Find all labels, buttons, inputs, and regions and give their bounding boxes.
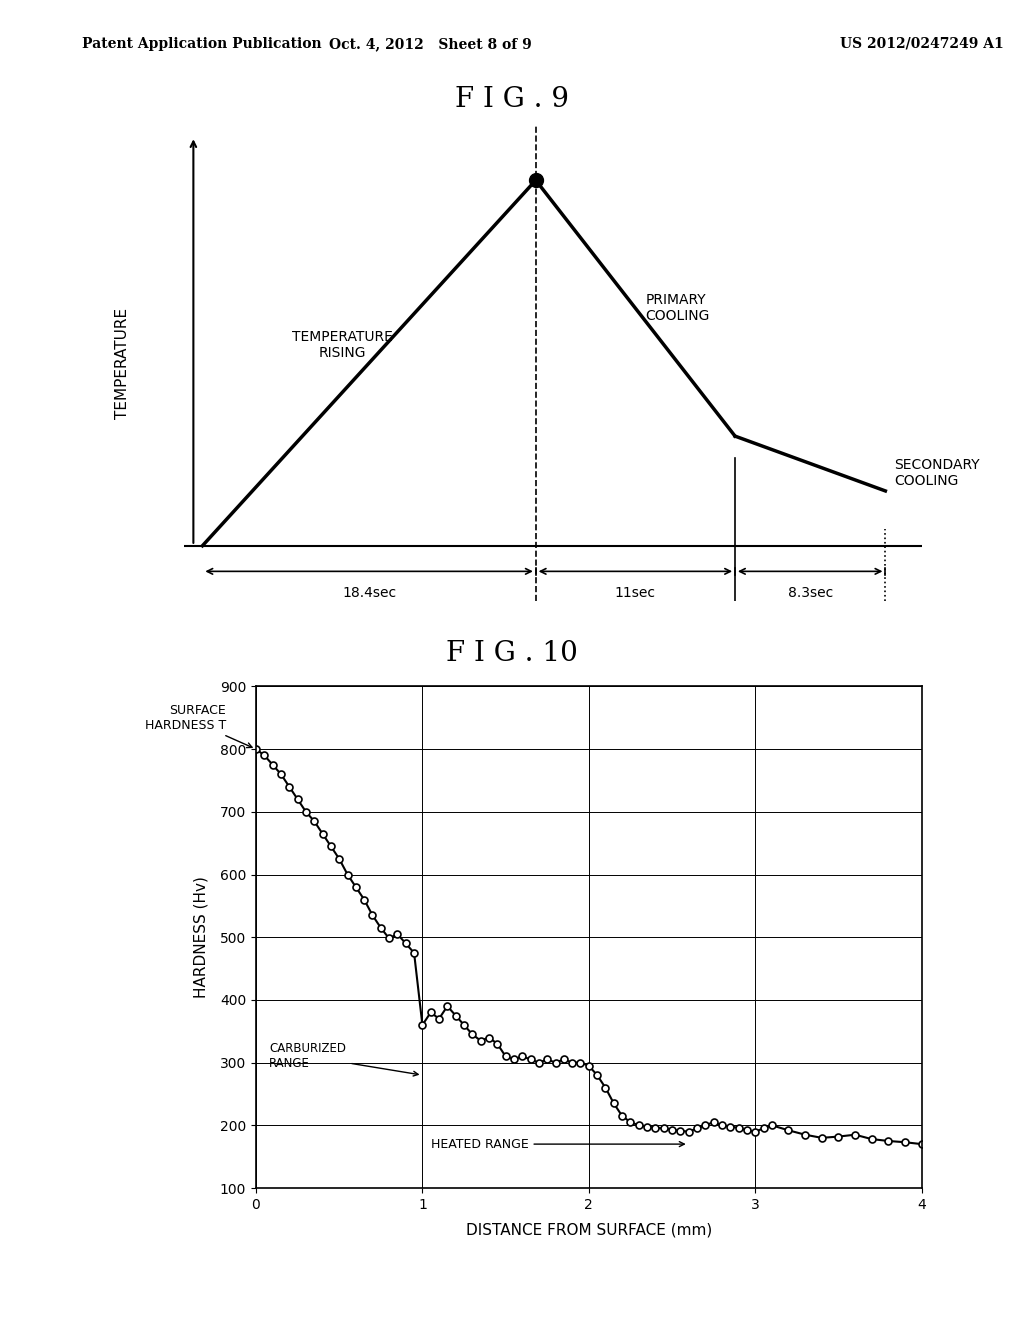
Text: SECONDARY
COOLING: SECONDARY COOLING [894, 458, 980, 488]
Text: HEATED RANGE: HEATED RANGE [431, 1138, 684, 1151]
Text: TEMPERATURE
RISING: TEMPERATURE RISING [292, 330, 393, 360]
Text: 8.3sec: 8.3sec [787, 586, 833, 601]
Text: CARBURIZED
RANGE: CARBURIZED RANGE [269, 1043, 418, 1076]
Text: PRIMARY
COOLING: PRIMARY COOLING [645, 293, 710, 323]
X-axis label: DISTANCE FROM SURFACE (mm): DISTANCE FROM SURFACE (mm) [466, 1222, 712, 1238]
Text: Oct. 4, 2012   Sheet 8 of 9: Oct. 4, 2012 Sheet 8 of 9 [329, 37, 531, 51]
Text: TEMPERATURE: TEMPERATURE [116, 308, 130, 418]
Text: F I G . 9: F I G . 9 [455, 86, 569, 112]
Text: 11sec: 11sec [614, 586, 656, 601]
Text: SURFACE
HARDNESS T: SURFACE HARDNESS T [144, 704, 252, 747]
Text: F I G . 10: F I G . 10 [446, 640, 578, 667]
Y-axis label: HARDNESS (Hv): HARDNESS (Hv) [194, 876, 209, 998]
Text: US 2012/0247249 A1: US 2012/0247249 A1 [840, 37, 1004, 51]
Text: Patent Application Publication: Patent Application Publication [82, 37, 322, 51]
Text: 18.4sec: 18.4sec [342, 586, 396, 601]
